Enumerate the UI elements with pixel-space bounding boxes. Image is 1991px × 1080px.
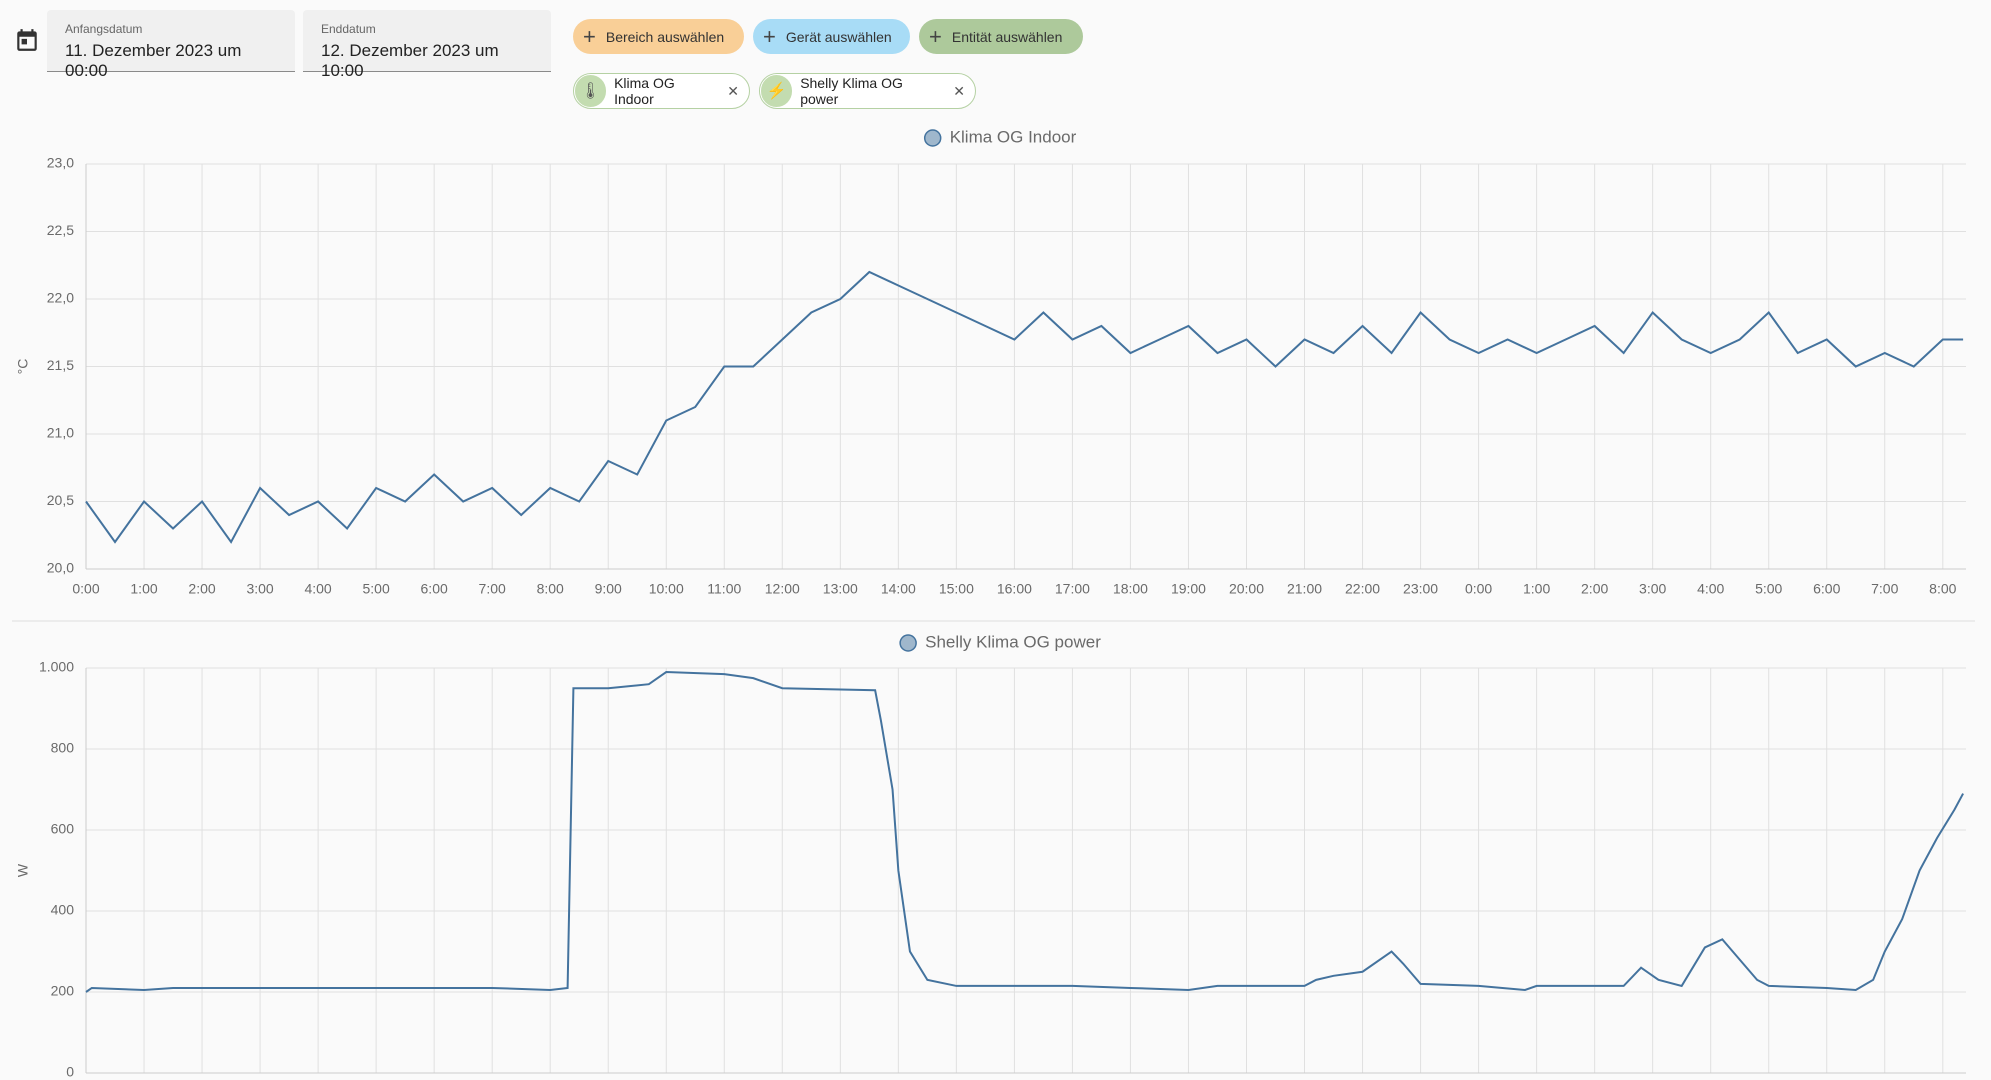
y-tick-label: 600	[51, 821, 75, 837]
entity-button[interactable]: + Entität auswählen	[919, 19, 1083, 54]
y-tick-label: 200	[51, 983, 75, 999]
x-tick-label: 17:00	[1055, 581, 1090, 597]
y-tick-label: 800	[51, 740, 75, 756]
x-tick-label: 21:00	[1287, 581, 1322, 597]
x-tick-label: 7:00	[1871, 581, 1898, 597]
legend-label: Shelly Klima OG power	[925, 632, 1101, 651]
y-tick-label: 22,5	[47, 222, 74, 238]
area-button[interactable]: + Bereich auswählen	[573, 19, 744, 54]
y-tick-label: 23,0	[47, 155, 74, 171]
value: 11. Dezember 2023 um 00:00	[65, 41, 242, 80]
label: Shelly Klima OG power	[800, 75, 903, 107]
label: Enddatum	[321, 22, 376, 36]
y-axis-label: W	[15, 863, 31, 877]
label: Klima OG Indoor	[614, 75, 675, 107]
x-tick-label: 4:00	[304, 581, 331, 597]
x-tick-label: 5:00	[362, 581, 389, 597]
x-tick-label: 11:00	[707, 581, 741, 597]
x-tick-label: 8:00	[1929, 581, 1956, 597]
legend-label: Klima OG Indoor	[950, 127, 1077, 146]
x-tick-label: 18:00	[1113, 581, 1148, 597]
x-tick-label: 4:00	[1697, 581, 1724, 597]
data-line	[85, 671, 1964, 993]
x-tick-label: 3:00	[246, 581, 273, 597]
y-tick-label: 400	[51, 902, 75, 918]
x-tick-label: 20:00	[1229, 581, 1264, 597]
y-tick-label: 22,0	[47, 290, 74, 306]
x-tick-label: 0:00	[1465, 581, 1492, 597]
x-tick-label: 2:00	[1581, 581, 1608, 597]
x-tick-label: 3:00	[1639, 581, 1666, 597]
x-tick-label: 22:00	[1345, 581, 1380, 597]
entity-chip[interactable]: 🌡 Klima OG Indoor ✕	[573, 73, 750, 109]
x-tick-label: 6:00	[1813, 581, 1840, 597]
x-tick-label: 7:00	[479, 581, 506, 597]
y-tick-label: 20,0	[47, 560, 74, 576]
y-tick-label: 21,5	[47, 357, 74, 373]
y-axis-label: °C	[15, 359, 31, 375]
calendar-icon[interactable]	[14, 26, 40, 54]
label: Anfangsdatum	[65, 22, 143, 36]
y-tick-label: 21,0	[47, 425, 74, 441]
label: Bereich auswählen	[605, 28, 725, 45]
entity-chip[interactable]: ⚡ Shelly Klima OG power ✕	[759, 73, 976, 109]
x-tick-label: 0:00	[72, 581, 99, 597]
label: Entität auswählen	[951, 28, 1063, 45]
label: Gerät auswählen	[785, 28, 892, 45]
y-tick-label: 0	[66, 1064, 74, 1080]
x-tick-label: 1:00	[130, 581, 157, 597]
y-tick-label: 20,5	[47, 492, 74, 508]
x-tick-label: 15:00	[939, 581, 974, 597]
start-date[interactable]: Anfangsdatum 11. Dezember 2023 um 00:00	[47, 10, 295, 80]
x-tick-label: 19:00	[1171, 581, 1206, 597]
x-tick-label: 23:00	[1403, 581, 1438, 597]
x-tick-label: 5:00	[1755, 581, 1782, 597]
x-tick-label: 13:00	[823, 581, 858, 597]
device-button[interactable]: + Gerät auswählen	[753, 19, 910, 54]
x-tick-label: 2:00	[188, 581, 215, 597]
x-tick-label: 16:00	[997, 581, 1032, 597]
x-tick-label: 9:00	[595, 581, 622, 597]
data-line	[85, 270, 1964, 544]
x-tick-label: 6:00	[421, 581, 448, 597]
legend-swatch	[923, 129, 942, 147]
x-tick-label: 1:00	[1523, 581, 1550, 597]
x-tick-label: 8:00	[537, 581, 564, 597]
value: 12. Dezember 2023 um 10:00	[321, 41, 499, 80]
legend-swatch	[899, 634, 917, 652]
x-tick-label: 12:00	[765, 581, 800, 597]
x-tick-label: 14:00	[881, 581, 916, 597]
end-date[interactable]: Enddatum 12. Dezember 2023 um 10:00	[303, 10, 551, 80]
x-tick-label: 10:00	[649, 581, 684, 597]
y-tick-label: 1.000	[39, 659, 74, 675]
